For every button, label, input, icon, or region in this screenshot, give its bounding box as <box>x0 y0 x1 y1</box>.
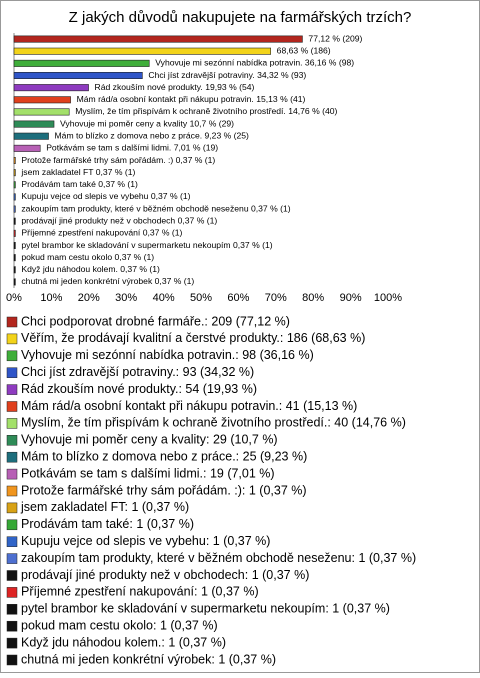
legend-label: Chci jíst zdravější potraviny.: 93 (34,3… <box>21 365 254 379</box>
legend-label: jsem zakladatel FT: 1 (0,37 %) <box>20 500 189 514</box>
legend-label: Myslím, že tím přispívám k ochraně život… <box>21 416 406 430</box>
legend-swatch <box>6 384 18 395</box>
bar <box>13 266 16 274</box>
value-label: zakoupím tam produkty, které v běžném ob… <box>21 203 290 213</box>
legend-label: zakoupím tam produkty, které v běžném ob… <box>21 551 416 565</box>
legend-swatch <box>6 367 18 378</box>
legend-swatch <box>6 485 18 497</box>
value-label: Myslím, že tím přispívám k ochraně život… <box>75 106 337 116</box>
x-tick-label: 40% <box>153 292 175 304</box>
value-label: Kupuju vejce od slepis ve vybehu 0,37 % … <box>21 191 190 201</box>
bar <box>13 169 16 177</box>
legend-swatch <box>6 451 18 463</box>
legend-swatch <box>6 536 18 547</box>
legend-swatch <box>6 350 18 362</box>
value-label: jsem zakladatel FT 0,37 % (1) <box>20 167 135 177</box>
legend-swatch <box>6 587 18 598</box>
bar <box>13 181 16 189</box>
bar <box>13 108 70 116</box>
value-label: 77,12 % (209) <box>308 33 362 43</box>
legend-swatch <box>6 570 18 581</box>
bar <box>13 278 16 286</box>
legend-label: Věřím, že prodávají kvalitní a čerstvé p… <box>21 331 365 345</box>
value-label: 68,63 % (186) <box>277 45 331 55</box>
bar <box>13 217 16 225</box>
bar <box>13 35 303 43</box>
value-label: pytel brambor ke skladování v supermarke… <box>21 240 272 250</box>
bar <box>13 47 271 55</box>
bar <box>13 59 150 67</box>
legend-swatch <box>6 316 18 328</box>
legend-label: Mám to blízko z domova nebo z práce.: 25… <box>21 449 307 463</box>
x-tick-label: 30% <box>115 292 137 304</box>
legend-label: Když jdu náhodou kolem.: 1 (0,37 %) <box>21 635 226 649</box>
legend-swatch <box>6 468 18 480</box>
bar <box>13 96 71 104</box>
legend-swatch <box>6 333 18 345</box>
legend-label: chutná mi jeden konkrétní výrobek: 1 (0,… <box>21 652 276 666</box>
legend-label: pytel brambor ke skladování v supermarke… <box>21 602 390 616</box>
value-label: chutná mi jeden konkrétní výrobek 0,37 %… <box>21 276 194 286</box>
legend-label: Příjemné zpestření nakupování: 1 (0,37 %… <box>21 585 259 599</box>
bar <box>13 120 55 128</box>
x-tick-label: 100% <box>374 292 402 304</box>
legend-label: pokud mam cestu okolo: 1 (0,37 %) <box>21 618 218 632</box>
value-label: Potkávám se tam s dalšími lidmi. 7,01 % … <box>46 143 218 153</box>
x-tick-label: 0% <box>6 292 22 304</box>
chart-title: Z jakých důvodů nakupujete na farmářskýc… <box>69 9 412 26</box>
bar <box>13 254 16 262</box>
x-tick-label: 20% <box>78 292 100 304</box>
legend-label: Kupuju vejce od slepis ve vybehu: 1 (0,3… <box>21 534 270 548</box>
bar <box>13 84 89 92</box>
value-label: prodávají jiné produkty než v obchodech … <box>21 215 217 225</box>
value-label: Mám rád/a osobní kontakt při nákupu potr… <box>77 94 306 104</box>
legend-swatch <box>6 401 18 412</box>
bar <box>13 205 16 213</box>
legend-label: Protože farmářské trhy sám pořádám. :): … <box>21 483 307 497</box>
legend-label: Rád zkouším nové produkty.: 54 (19,93 %) <box>21 382 257 396</box>
legend-label: Potkávám se tam s dalšími lidmi.: 19 (7,… <box>21 466 275 480</box>
value-label: Když jdu náhodou kolem. 0,37 % (1) <box>21 264 160 274</box>
bar <box>13 193 16 201</box>
value-label: Příjemné zpestření nakupování 0,37 % (1) <box>21 228 182 238</box>
value-label: pokud mam cestu okolo 0,37 % (1) <box>21 252 154 262</box>
legend-swatch <box>6 654 18 666</box>
legend-swatch <box>6 637 18 649</box>
bar <box>13 144 41 152</box>
bar <box>13 242 16 250</box>
bar <box>13 72 143 80</box>
legend-swatch <box>6 519 18 531</box>
legend-swatch <box>6 620 18 632</box>
legend-swatch <box>6 435 18 446</box>
value-label: Vyhovuje mi poměr ceny a kvality 10,7 % … <box>60 118 234 128</box>
value-label: Chci jíst zdravější potraviny. 34,32 % (… <box>148 70 306 80</box>
legend-swatch <box>6 502 18 514</box>
value-label: Prodávám tam také 0,37 % (1) <box>21 179 138 189</box>
legend-swatch <box>6 604 18 615</box>
bar <box>13 229 16 237</box>
value-label: Mám to blízko z domova nebo z práce. 9,2… <box>55 130 250 140</box>
x-tick-label: 70% <box>265 292 287 304</box>
legend-label: Vyhovuje mi poměr ceny a kvality: 29 (10… <box>21 433 278 447</box>
legend-label: prodávají jiné produkty než v obchodech:… <box>21 568 309 582</box>
legend-label: Chci podporovat drobné farmáře.: 209 (77… <box>21 314 290 328</box>
legend-label: Mám rád/a osobní kontakt při nákupu potr… <box>21 399 357 413</box>
bar <box>13 157 16 165</box>
legend-swatch <box>6 418 18 429</box>
bar <box>13 132 49 140</box>
x-tick-label: 80% <box>302 292 324 304</box>
x-tick-label: 10% <box>40 292 62 304</box>
value-label: Rád zkouším nové produkty. 19,93 % (54) <box>95 82 255 92</box>
legend-label: Prodávám tam také: 1 (0,37 %) <box>21 517 194 531</box>
legend-swatch <box>6 553 18 564</box>
value-label: Vyhovuje mi sezónní nabídka potravin. 36… <box>155 58 354 68</box>
x-tick-label: 60% <box>227 292 249 304</box>
x-tick-label: 90% <box>340 292 362 304</box>
value-label: Protože farmářské trhy sám pořádám. :) 0… <box>21 155 215 165</box>
x-tick-label: 50% <box>190 292 212 304</box>
legend-label: Vyhovuje mi sezónní nabídka potravin.: 9… <box>21 348 314 362</box>
